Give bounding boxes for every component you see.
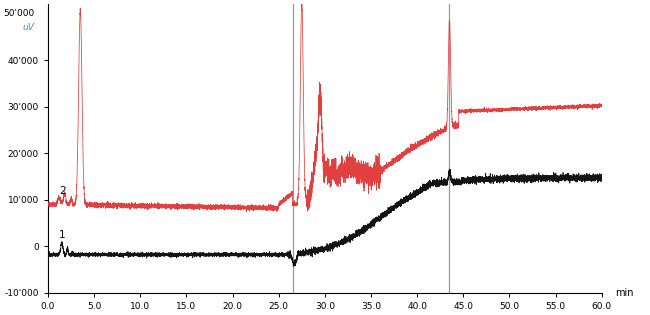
Text: 50'000: 50'000: [3, 9, 34, 18]
Text: uV: uV: [22, 23, 34, 32]
Text: 1: 1: [59, 230, 66, 240]
Text: 2: 2: [59, 186, 66, 196]
Text: min: min: [616, 288, 634, 298]
